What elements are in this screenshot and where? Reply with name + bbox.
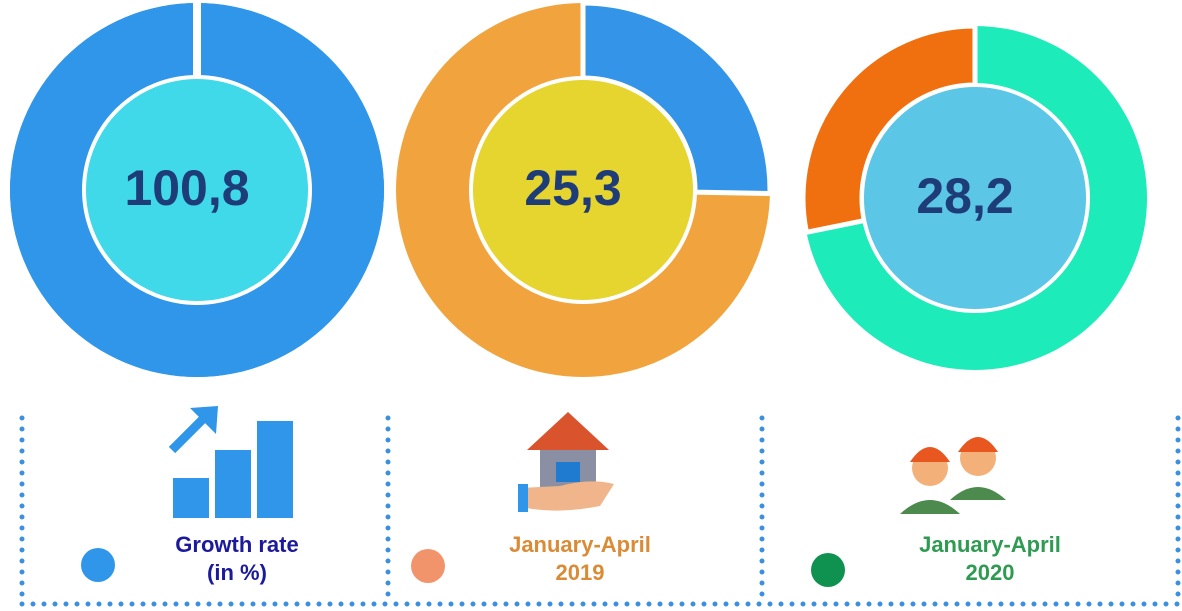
donut-center [860, 83, 1090, 313]
donut-value-label: 25,3 [524, 160, 621, 216]
legend-label: January-April 2020 [919, 532, 1061, 585]
donut-value-label: 28,2 [916, 168, 1013, 224]
legend-dot [411, 549, 445, 583]
growth-icon [168, 406, 293, 518]
house-icon [518, 412, 614, 512]
legend-label: January-April 2019 [509, 532, 651, 585]
legend-dot [811, 553, 845, 587]
workers-icon [900, 437, 1006, 514]
donut-center [82, 75, 312, 305]
donut-value-label: 100,8 [124, 160, 249, 216]
legend-label: Growth rate (in %) [175, 532, 298, 585]
donut-center [469, 76, 697, 304]
legend-dot [81, 548, 115, 582]
legend-frame [19, 415, 1181, 607]
